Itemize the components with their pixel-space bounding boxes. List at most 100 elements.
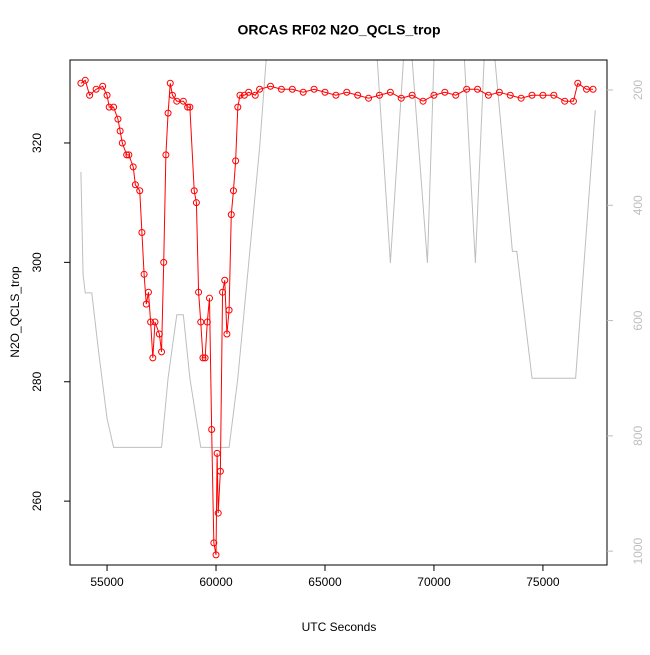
data-point xyxy=(225,306,233,314)
data-point xyxy=(484,91,492,99)
data-point xyxy=(463,85,471,93)
data-point xyxy=(129,163,137,171)
data-point xyxy=(517,94,525,102)
data-point xyxy=(430,91,438,99)
data-point xyxy=(210,539,218,547)
data-point xyxy=(354,91,362,99)
data-point xyxy=(136,187,144,195)
data-line xyxy=(80,60,596,448)
data-point xyxy=(164,109,172,117)
data-point xyxy=(213,449,221,457)
data-point xyxy=(219,288,227,296)
data-point xyxy=(142,300,150,308)
data-point xyxy=(474,85,482,93)
data-point xyxy=(123,151,131,159)
data-point xyxy=(118,139,126,147)
data-point xyxy=(151,318,159,326)
data-point xyxy=(160,258,168,266)
data-point xyxy=(173,97,181,105)
data-point xyxy=(332,91,340,99)
data-point xyxy=(236,91,244,99)
data-point xyxy=(550,91,558,99)
data-point xyxy=(168,91,176,99)
data-point xyxy=(116,127,124,135)
data-point xyxy=(105,103,113,111)
y-tick-label: 260 xyxy=(30,491,44,511)
data-point xyxy=(408,91,416,99)
data-point xyxy=(158,348,166,356)
x-tick-label: 70000 xyxy=(417,575,451,589)
plot-border xyxy=(69,59,608,566)
y-tick-label: 300 xyxy=(30,252,44,272)
data-point xyxy=(99,82,107,90)
y2-tick-label: 800 xyxy=(631,426,645,446)
data-point xyxy=(221,276,229,284)
data-point xyxy=(506,91,514,99)
data-point xyxy=(267,82,275,90)
data-point xyxy=(162,151,170,159)
data-point xyxy=(86,91,94,99)
y-tick-label: 280 xyxy=(30,371,44,391)
data-point xyxy=(103,91,111,99)
data-point xyxy=(216,467,224,475)
data-point xyxy=(138,229,146,237)
data-point xyxy=(343,88,351,96)
data-point xyxy=(441,88,449,96)
y2-tick-label: 1000 xyxy=(631,537,645,564)
data-point xyxy=(589,85,597,93)
x-tick-label: 55000 xyxy=(90,575,124,589)
data-point xyxy=(288,85,296,93)
data-point xyxy=(212,551,220,559)
x-tick-label: 60000 xyxy=(199,575,233,589)
data-point xyxy=(495,88,503,96)
data-point xyxy=(208,425,216,433)
data-point xyxy=(205,294,213,302)
data-point xyxy=(179,97,187,105)
data-point xyxy=(149,354,157,362)
y2-tick-label: 200 xyxy=(631,80,645,100)
x-tick-label: 75000 xyxy=(526,575,560,589)
data-point xyxy=(310,85,318,93)
data-point xyxy=(256,85,264,93)
data-point xyxy=(232,157,240,165)
data-point xyxy=(203,318,211,326)
data-point xyxy=(386,88,394,96)
data-point xyxy=(192,199,200,207)
data-point xyxy=(277,85,285,93)
data-point xyxy=(110,103,118,111)
y-tick-label: 320 xyxy=(30,133,44,153)
data-point xyxy=(229,187,237,195)
data-point xyxy=(214,509,222,517)
data-line xyxy=(80,79,594,555)
data-point xyxy=(186,103,194,111)
data-point xyxy=(81,76,89,84)
data-point xyxy=(365,94,373,102)
data-point xyxy=(199,354,207,362)
data-point xyxy=(131,181,139,189)
data-point xyxy=(227,211,235,219)
y2-tick-label: 600 xyxy=(631,310,645,330)
data-point xyxy=(539,91,547,99)
data-point xyxy=(419,97,427,105)
data-point xyxy=(195,288,203,296)
data-point xyxy=(147,318,155,326)
data-point xyxy=(569,97,577,105)
data-point xyxy=(197,318,205,326)
data-point xyxy=(528,91,536,99)
data-point xyxy=(140,270,148,278)
data-point xyxy=(245,88,253,96)
data-point xyxy=(223,330,231,338)
data-point xyxy=(251,91,259,99)
data-point xyxy=(375,91,383,99)
x-axis-label: UTC Seconds xyxy=(302,620,377,634)
y-axis-label: N2O_QCLS_trop xyxy=(8,266,22,358)
data-point xyxy=(201,354,209,362)
data-point xyxy=(234,103,242,111)
data-point xyxy=(125,151,133,159)
y2-tick-label: 400 xyxy=(631,195,645,215)
data-point xyxy=(452,91,460,99)
data-point xyxy=(184,103,192,111)
data-point xyxy=(144,288,152,296)
data-point xyxy=(166,79,174,87)
